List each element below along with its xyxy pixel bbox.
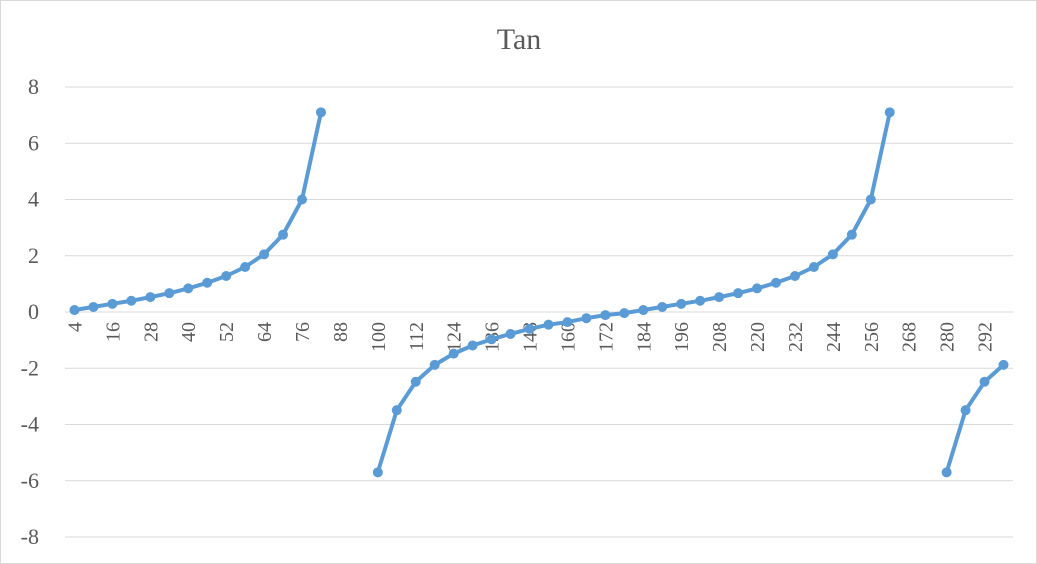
data-point: [998, 359, 1009, 370]
data-point: [524, 323, 535, 334]
x-tick-label: 16: [102, 322, 124, 342]
data-point: [865, 194, 876, 205]
x-tick-label: 232: [785, 322, 807, 352]
data-point: [372, 467, 383, 478]
gridlines: [65, 86, 1013, 538]
y-tick-label: -8: [21, 524, 39, 549]
data-point: [979, 376, 990, 387]
data-point: [448, 348, 459, 359]
y-tick-label: 0: [28, 299, 39, 324]
x-axis-tick-labels: 4162840526476881001121241361481601721841…: [64, 322, 996, 352]
y-tick-label: -6: [21, 468, 39, 493]
data-point: [638, 305, 649, 316]
x-tick-label: 208: [709, 322, 731, 352]
y-tick-label: 2: [28, 243, 39, 268]
x-tick-label: 292: [975, 322, 997, 352]
x-tick-label: 256: [861, 322, 883, 352]
data-point: [562, 317, 573, 328]
x-tick-label: 124: [444, 322, 466, 352]
data-point: [714, 292, 725, 303]
x-tick-label: 244: [823, 322, 845, 352]
data-point: [733, 288, 744, 299]
data-point: [107, 298, 118, 309]
series-line-segment: [375, 110, 892, 475]
y-tick-label: -4: [21, 412, 39, 437]
data-point: [941, 467, 952, 478]
data-point: [486, 334, 497, 345]
x-tick-label: 76: [292, 322, 314, 342]
x-tick-label: 4: [64, 322, 86, 332]
data-point: [657, 301, 668, 312]
data-point: [789, 271, 800, 281]
y-tick-label: 4: [28, 187, 39, 212]
x-tick-label: 112: [406, 322, 428, 351]
data-point: [202, 277, 213, 288]
data-point: [69, 305, 80, 316]
data-point: [259, 249, 270, 260]
data-point: [505, 328, 516, 339]
data-point: [410, 376, 421, 387]
x-tick-label: 88: [330, 322, 352, 342]
data-point: [240, 262, 251, 272]
data-point: [164, 288, 175, 299]
data-point: [960, 405, 971, 416]
y-axis-tick-labels: -8 -6 -4 -2 0 2 4 6 8: [21, 74, 39, 549]
data-point: [676, 298, 687, 309]
x-tick-label: 220: [747, 322, 769, 352]
data-point: [429, 359, 440, 370]
data-point: [126, 295, 137, 306]
x-tick-label: 280: [937, 322, 959, 352]
data-point: [315, 107, 326, 118]
x-tick-label: 40: [178, 322, 200, 342]
x-tick-label: 184: [633, 322, 655, 352]
x-tick-label: 172: [595, 322, 617, 352]
x-tick-label: 196: [671, 322, 693, 352]
data-point: [771, 277, 781, 288]
data-point: [467, 340, 478, 351]
data-point: [183, 283, 194, 294]
y-tick-label: -2: [21, 355, 39, 380]
data-point: [391, 405, 402, 416]
data-series: [69, 107, 1009, 478]
data-point: [581, 313, 592, 324]
x-tick-label: 64: [254, 322, 276, 342]
data-point: [88, 301, 99, 312]
x-tick-label: 160: [557, 322, 579, 352]
data-point: [145, 292, 156, 303]
data-point: [695, 295, 706, 306]
data-point: [297, 194, 307, 205]
data-point: [827, 249, 838, 260]
data-point: [278, 229, 289, 240]
data-point: [884, 107, 895, 118]
data-point: [600, 310, 611, 321]
x-tick-label: 268: [899, 322, 921, 352]
y-tick-label: 8: [28, 74, 39, 99]
series-line-segment: [944, 362, 1006, 475]
x-tick-label: 100: [368, 322, 390, 352]
series-line-segment: [72, 110, 323, 312]
data-point: [619, 308, 630, 319]
x-tick-label: 52: [216, 322, 238, 342]
data-point: [808, 262, 819, 272]
x-tick-label: 28: [140, 322, 162, 342]
data-point: [221, 271, 232, 281]
chart-title: Tan: [497, 23, 542, 56]
data-point: [543, 319, 554, 330]
data-point: [846, 229, 857, 240]
data-point: [752, 283, 763, 294]
y-tick-label: 6: [28, 130, 39, 155]
